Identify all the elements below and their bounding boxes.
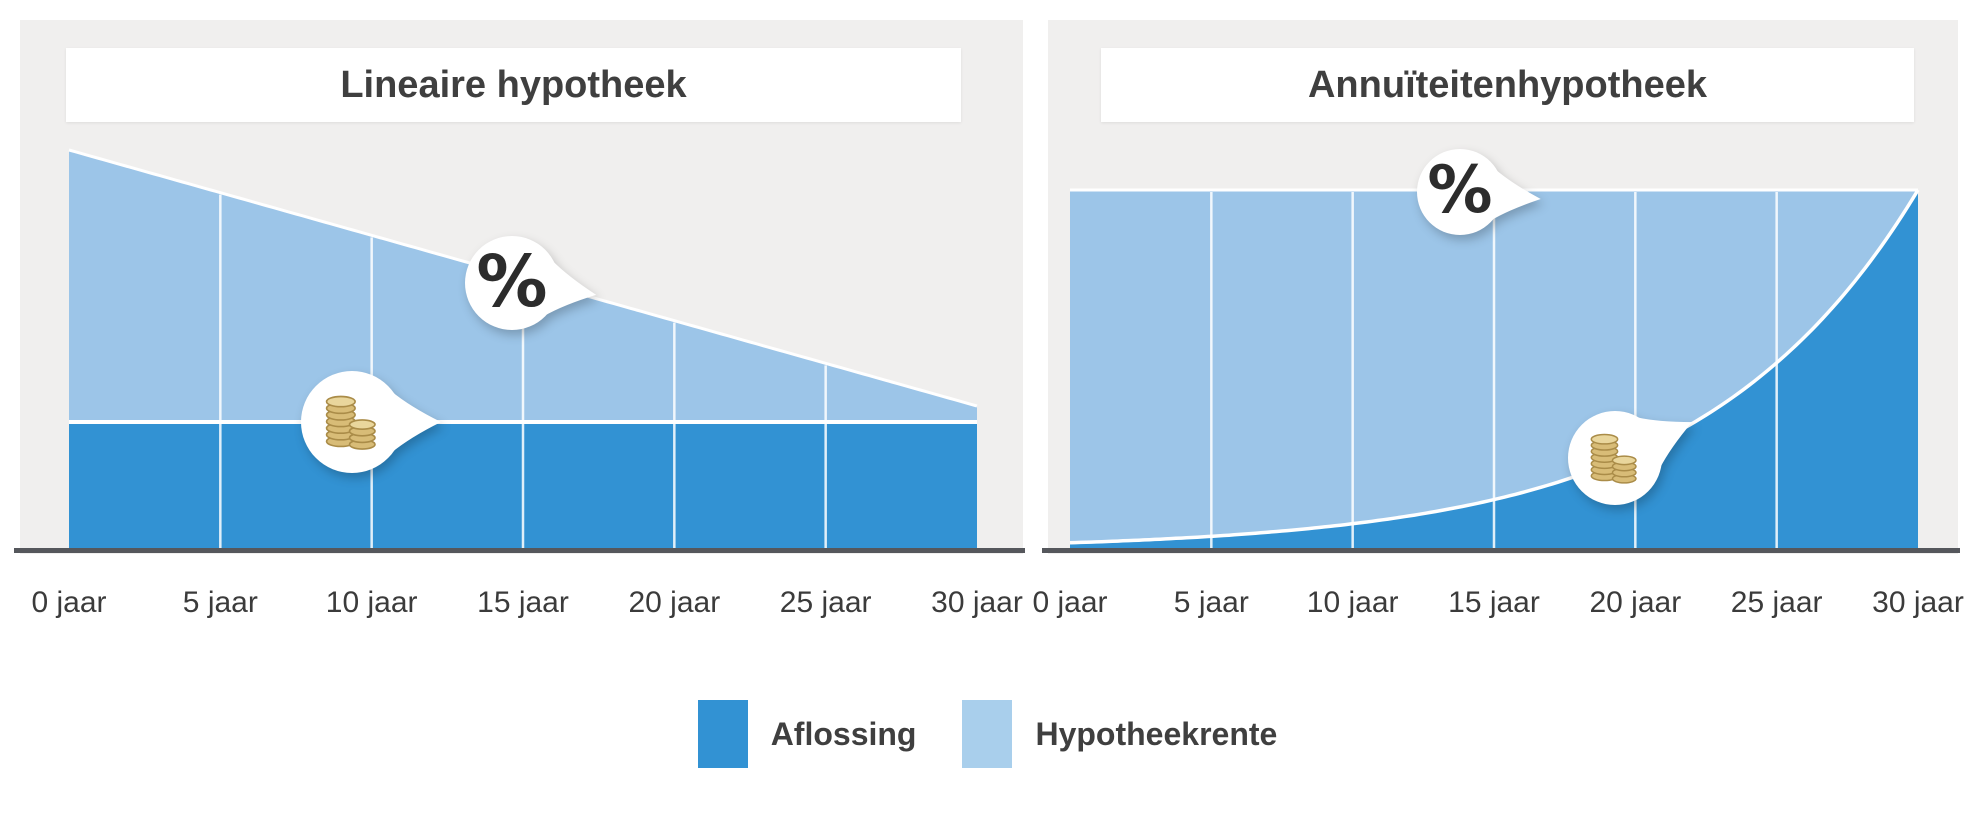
percent-badge: % — [1412, 144, 1546, 240]
x-axis-line — [14, 548, 1025, 553]
stacked-area-svg — [1069, 188, 1920, 550]
bubble-tail — [1490, 169, 1541, 221]
coins-icon — [1590, 433, 1637, 484]
annuity-chart-plot: % — [1069, 149, 1920, 550]
linear-chart-title: Lineaire hypotheek — [340, 63, 687, 106]
annuity-chart-title-box: Annuïteitenhypotheek — [1101, 48, 1914, 122]
coin — [1611, 455, 1637, 466]
legend-label-hypotheekrente: Hypotheekrente — [1035, 715, 1278, 752]
percent-icon: % — [476, 239, 548, 323]
linear-mortgage-panel: Lineaire hypotheek % 0 jaar 5 jaar 10 jaar… — [14, 20, 1025, 619]
percent-badge: % — [460, 231, 602, 335]
coins-badge — [296, 366, 446, 478]
aflossing-color-swatch — [697, 700, 748, 768]
legend-label-aflossing: Aflossing — [770, 715, 917, 752]
bubble-circle — [465, 236, 559, 330]
linear-chart-plot: % — [68, 148, 978, 550]
annuity-chart-title: Annuïteitenhypotheek — [1307, 63, 1708, 106]
x-axis-tick-label: 10 jaar — [325, 586, 418, 619]
stacked-area-svg — [68, 148, 978, 550]
aflossing-area — [1070, 190, 1918, 550]
coins-icon — [325, 395, 376, 450]
chart-legend: Aflossing Hypotheekrente — [0, 700, 1975, 768]
x-axis-line — [1042, 548, 1960, 553]
legend-item-hypotheekrente: Hypotheekrente — [962, 700, 1277, 768]
x-axis-labels: 0 jaar 5 jaar 10 jaar 15 jaar 20 jaar 25 jaar… — [20, 586, 1023, 628]
x-axis-tick-label: 5 jaar — [1173, 586, 1249, 619]
x-axis-tick-label: 5 jaar — [182, 586, 258, 619]
aflossing-boundary-line — [1069, 189, 1920, 545]
x-axis-tick-label: 30 jaar — [931, 586, 1023, 619]
x-axis-labels: 0 jaar 5 jaar 10 jaar 15 jaar 20 jaar 25 jaar… — [1032, 586, 1963, 628]
x-axis-tick-label: 25 jaar — [1730, 586, 1823, 619]
x-axis-tick-label: 15 jaar — [477, 586, 569, 619]
legend-item-aflossing: Aflossing — [697, 700, 917, 768]
bubble-svg — [301, 371, 441, 473]
x-axis-tick-label: 30 jaar — [1872, 586, 1964, 619]
coins-badge — [1563, 406, 1705, 510]
bubble-tail — [391, 391, 441, 453]
x-axis-tick-label: 20 jaar — [1589, 586, 1682, 619]
linear-chart-title-box: Lineaire hypotheek — [66, 48, 961, 122]
hypotheekrente-color-swatch — [962, 700, 1013, 768]
x-axis-tick-label: 10 jaar — [1306, 586, 1399, 619]
bubble-circle — [1417, 149, 1503, 235]
percent-icon: % — [1427, 152, 1493, 228]
x-axis-tick-label: 0 jaar — [31, 586, 107, 619]
bubble-svg — [1417, 149, 1541, 235]
coin — [325, 395, 356, 408]
x-axis-tick-label: 0 jaar — [1032, 586, 1108, 619]
coin — [1590, 433, 1619, 445]
x-axis-tick-label: 25 jaar — [779, 586, 872, 619]
x-axis-tick-label: 20 jaar — [628, 586, 721, 619]
x-axis-tick-label: 15 jaar — [1448, 586, 1540, 619]
coin — [348, 419, 376, 430]
bubble-svg — [1568, 411, 1693, 505]
bubble-svg — [465, 236, 597, 330]
annuity-mortgage-panel: Annuïteitenhypotheek % 0 jaar 5 jaar 10 ja… — [1032, 20, 1964, 619]
